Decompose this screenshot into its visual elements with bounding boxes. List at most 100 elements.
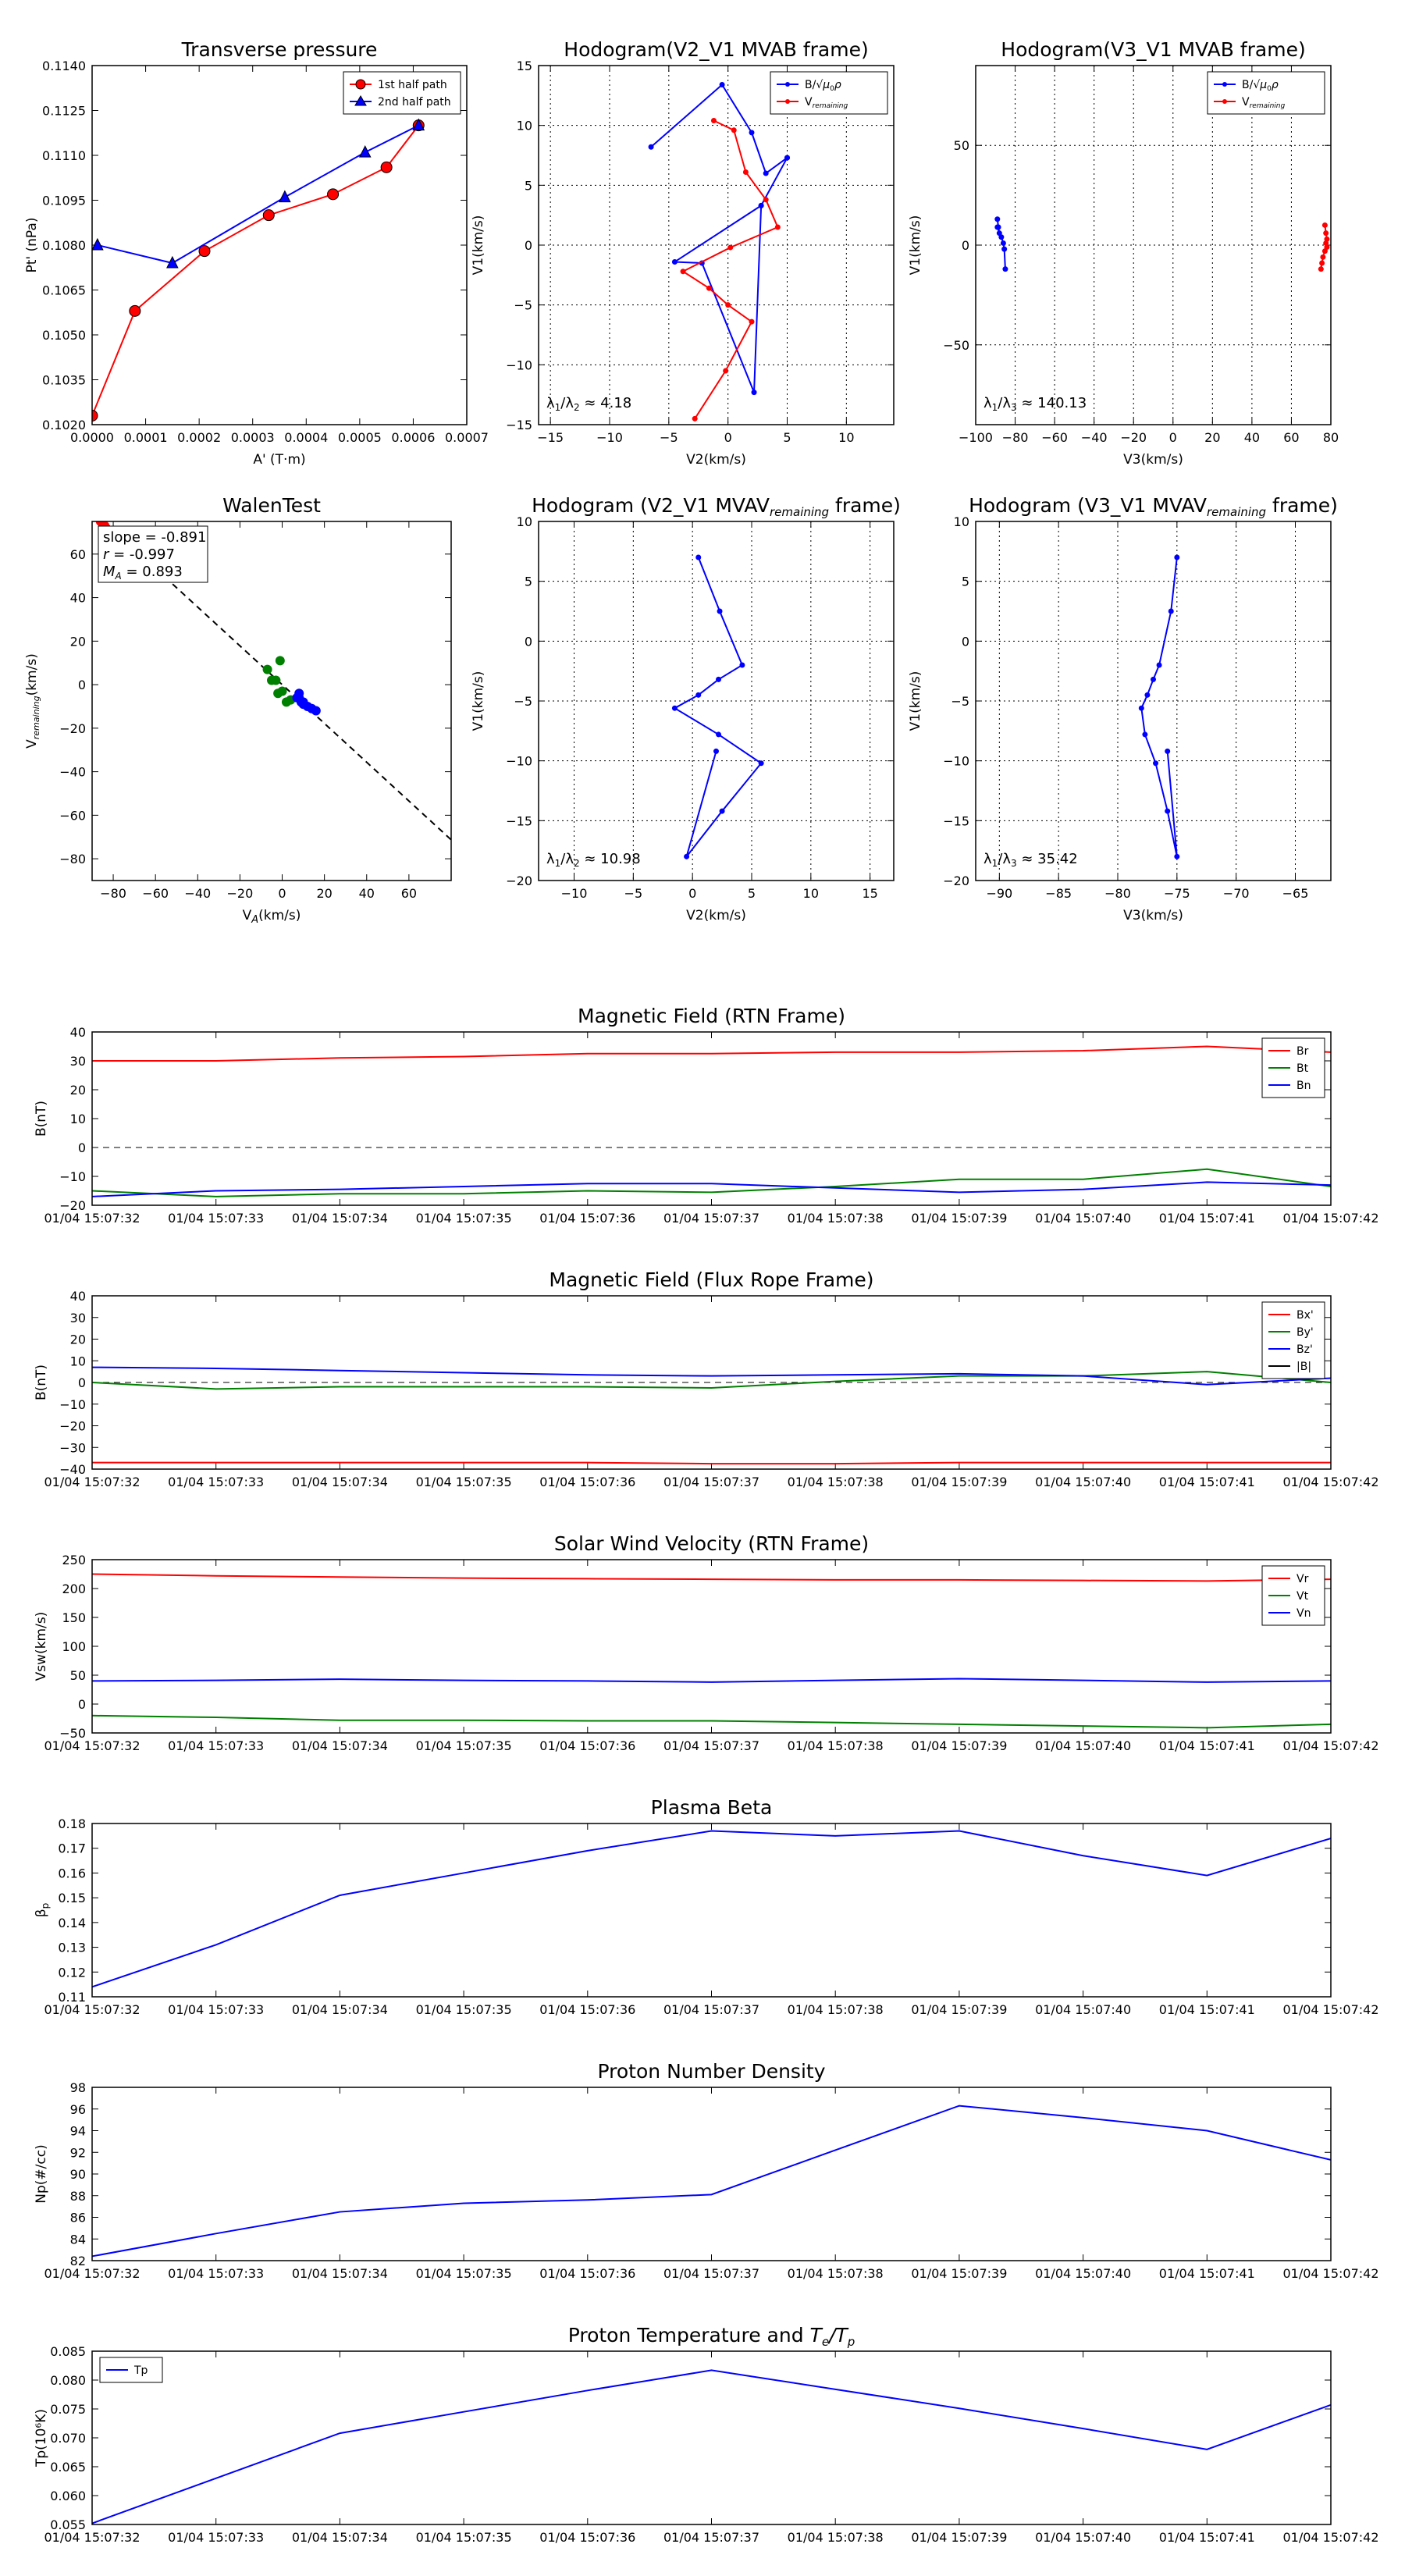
data-point (716, 676, 722, 682)
data-point (671, 258, 678, 265)
series-line-Bt (92, 1168, 1331, 1197)
data-point (292, 692, 302, 703)
y-tick-label: 20 (70, 634, 86, 649)
y-tick-label: 40 (70, 591, 86, 606)
x-tick-label: 01/04 15:07:41 (1159, 1211, 1255, 1226)
x-tick-label: 0.0003 (231, 430, 275, 445)
x-tick-label: 01/04 15:07:39 (911, 1475, 1007, 1489)
data-point (358, 145, 372, 158)
x-tick-label: 01/04 15:07:34 (292, 1475, 388, 1489)
x-tick-label: −40 (184, 886, 211, 901)
data-point (271, 675, 281, 685)
y-axis-label: βp (34, 1903, 51, 1917)
x-tick-label: −40 (1081, 430, 1108, 445)
x-tick-label: −5 (624, 886, 643, 901)
y-tick-label: 0.11 (58, 1990, 86, 2005)
y-tick-label: 40 (70, 1025, 86, 1040)
chart-title: Hodogram(V3_V1 MVAB frame) (1001, 38, 1305, 61)
data-point (1165, 808, 1171, 814)
series-line-Vremaining (681, 119, 779, 419)
x-tick-label: 01/04 15:07:39 (911, 2002, 1007, 2017)
plot-frame (91, 2087, 1332, 2261)
plot-frame (91, 1559, 1332, 1734)
series-line-Vr (92, 1573, 1331, 1582)
chart-title: Proton Temperature and Te/Tp (568, 2324, 855, 2349)
x-tick-label: 0 (1169, 430, 1177, 445)
x-tick-label: 10 (838, 430, 854, 445)
stats-line: MA = 0.893 (103, 564, 183, 582)
data-point (713, 748, 719, 754)
data-point (1174, 853, 1180, 859)
series-line-By' (92, 1371, 1331, 1390)
data-point (716, 731, 722, 738)
y-tick-label: 20 (70, 1083, 86, 1098)
y-tick-label: 0.1140 (42, 59, 86, 73)
y-tick-label: 0.15 (58, 1891, 86, 1905)
y-axis-label: V1(km/s) (471, 215, 486, 276)
data-point (1321, 248, 1328, 254)
data-point (710, 118, 717, 124)
x-axis-label: V3(km/s) (1123, 452, 1183, 468)
data-point (1151, 676, 1156, 682)
y-tick-label: −40 (59, 765, 86, 780)
data-point (1323, 230, 1329, 237)
y-tick-label: 0.17 (58, 1841, 86, 1856)
data-point (273, 688, 283, 699)
data-point (695, 692, 702, 698)
series-line-Br (92, 1045, 1331, 1062)
y-tick-label: 10 (517, 119, 532, 133)
data-point (994, 224, 1001, 230)
x-axis-label: A' (T·m) (253, 452, 305, 468)
data-point (727, 244, 734, 251)
y-tick-label: 0.080 (50, 2373, 86, 2388)
plot-frame (91, 1823, 1332, 1998)
data-point (1318, 266, 1324, 272)
x-tick-label: 01/04 15:07:39 (911, 1738, 1007, 1753)
x-tick-label: 01/04 15:07:39 (911, 1211, 1007, 1226)
x-tick-label: 01/04 15:07:40 (1035, 1211, 1131, 1226)
chart-title: Plasma Beta (651, 1796, 773, 1819)
legend-label: Br (1297, 1045, 1309, 1058)
panel-4: Hodogram (V2_V1 MVAVremaining frame) −10 −… (471, 494, 901, 923)
y-tick-label: 5 (525, 575, 532, 589)
plot-area (92, 2105, 1331, 2258)
y-tick-label: 60 (70, 547, 86, 562)
plot-frame (538, 65, 895, 425)
y-tick-label: 0.1035 (42, 373, 86, 388)
x-tick-label: 01/04 15:07:33 (168, 2530, 264, 2545)
y-tick-label: 0.12 (58, 1965, 86, 1980)
data-point (1001, 246, 1008, 252)
y-tick-label: −60 (59, 808, 86, 823)
data-point (1000, 240, 1006, 246)
legend-label: 1st half path (378, 79, 447, 91)
y-tick-label: 150 (62, 1610, 86, 1625)
x-tick-label: 01/04 15:07:32 (44, 2530, 140, 2545)
x-axis-label: VA(km/s) (243, 908, 301, 926)
data-point (1165, 748, 1171, 754)
data-point (671, 705, 678, 711)
series-line-Bz' (92, 1366, 1331, 1386)
y-tick-label: −20 (59, 721, 86, 736)
data-point (275, 656, 285, 666)
chart-title: Hodogram(V2_V1 MVAB frame) (564, 38, 868, 61)
x-tick-label: 01/04 15:07:37 (663, 1475, 759, 1489)
y-tick-label: 0 (78, 1697, 86, 1712)
plot-frame (91, 65, 468, 425)
plot-area (92, 1830, 1331, 1988)
y-tick-label: 50 (954, 138, 969, 153)
y-axis-label: Vsw(km/s) (34, 1612, 49, 1681)
data-point (751, 390, 757, 396)
data-point (758, 760, 764, 767)
x-tick-label: −70 (1223, 886, 1250, 901)
y-tick-label: 0 (78, 678, 86, 692)
x-tick-label: 20 (1204, 430, 1220, 445)
x-tick-label: 20 (316, 886, 332, 901)
x-tick-label: 01/04 15:07:36 (539, 2266, 635, 2281)
y-axis-label: B(nT) (34, 1101, 49, 1137)
x-tick-label: 01/04 15:07:38 (788, 1738, 884, 1753)
ratio-annotation: λ1/λ2 ≈ 4.18 (546, 395, 631, 413)
x-tick-label: 01/04 15:07:42 (1282, 2002, 1378, 2017)
y-tick-label: 0 (525, 238, 532, 253)
x-tick-label: 01/04 15:07:38 (788, 2266, 884, 2281)
y-tick-label: −10 (943, 754, 969, 769)
